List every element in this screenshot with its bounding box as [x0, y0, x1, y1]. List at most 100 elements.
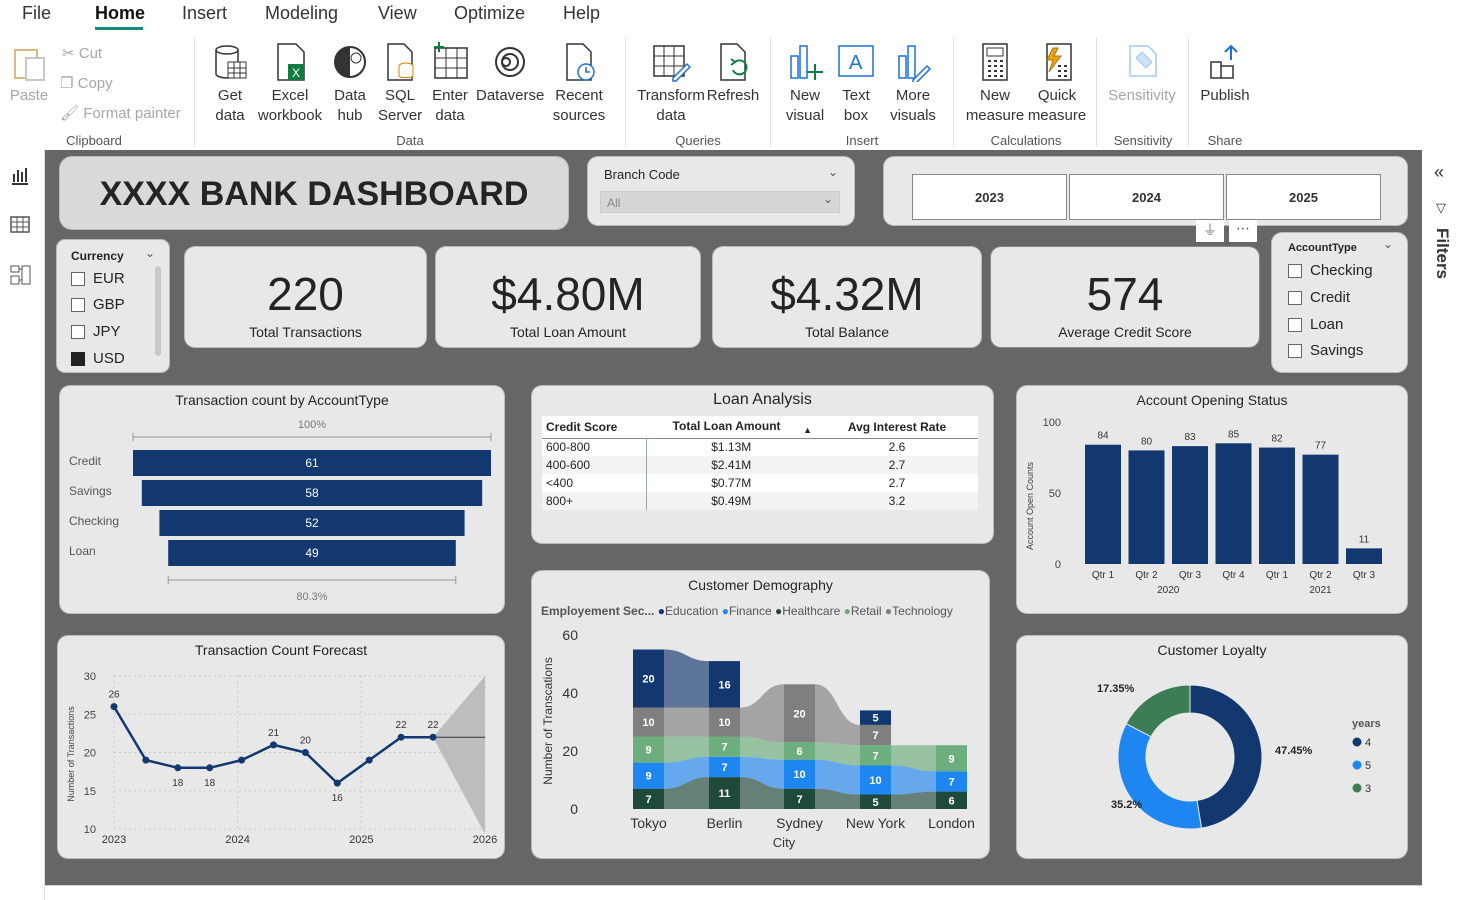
- menu-insert[interactable]: Insert: [182, 3, 228, 23]
- paste-button[interactable]: Paste: [8, 44, 50, 106]
- ribbon-segment: [784, 788, 815, 809]
- column-header[interactable]: Total Loan Amount ▲: [672, 418, 812, 435]
- legend-dot: ●: [657, 604, 665, 618]
- menu-help[interactable]: Help: [563, 3, 601, 23]
- new-measure-button[interactable]: New measure: [964, 42, 1026, 126]
- account-type-slicer: AccountType ⌄ Checking Credit Loan Savin…: [1272, 233, 1407, 372]
- segment-label: 9: [645, 771, 651, 783]
- filters-pane-collapsed[interactable]: « ▽ Filters: [1422, 150, 1462, 900]
- excel-workbook-button[interactable]: X Excel workbook: [256, 42, 324, 126]
- ribbon-segment: [784, 759, 815, 789]
- format-painter-button[interactable]: 🖌 Format painter: [60, 105, 181, 122]
- y-tick-label: 60: [562, 627, 578, 643]
- ribbon-band: [740, 736, 784, 760]
- customer-demography-card[interactable]: Customer Demography Employement Sec... ●…: [532, 571, 989, 858]
- x-tick-label: 2023: [102, 834, 126, 846]
- dataverse-button[interactable]: Dataverse: [476, 42, 544, 106]
- account-type-option-checking[interactable]: Checking: [1288, 262, 1373, 279]
- ribbon-segment: [633, 788, 664, 809]
- menu-view[interactable]: View: [378, 3, 417, 23]
- chevron-down-icon[interactable]: ⌄: [1382, 237, 1393, 251]
- column-header[interactable]: Avg Interest Rate: [847, 419, 947, 434]
- currency-option-eur[interactable]: EUR: [71, 270, 125, 287]
- table-row[interactable]: 400-600 $2.41M 2.7: [542, 456, 978, 474]
- customer-loyalty-card[interactable]: Customer Loyalty 47.45% 35.2% 17.35% years 4…: [1017, 636, 1407, 858]
- chevron-down-icon[interactable]: ⌄: [144, 246, 155, 260]
- currency-option-usd[interactable]: USD: [71, 350, 125, 367]
- more-options-icon[interactable]: ⋯: [1229, 220, 1257, 242]
- refresh-button[interactable]: Refresh: [706, 42, 760, 106]
- segment-label: 9: [948, 753, 954, 765]
- enter-data-button[interactable]: Enter data: [428, 42, 472, 126]
- transform-data-button[interactable]: Transform data: [636, 42, 706, 126]
- transaction-count-funnel-card[interactable]: Transaction count by AccountType 100% Cre…: [60, 386, 504, 613]
- recent-sources-button[interactable]: Recent sources: [546, 42, 612, 126]
- menu-file[interactable]: File: [22, 3, 52, 23]
- expand-chevrons-icon[interactable]: «: [1434, 162, 1445, 182]
- cut-button[interactable]: ✂ Cut: [62, 45, 103, 62]
- currency-option-jpy[interactable]: JPY: [71, 323, 121, 340]
- new-visual-button[interactable]: New visual: [782, 42, 828, 126]
- branch-code-slicer[interactable]: Branch Code ⌄ All ⌄: [588, 157, 854, 225]
- menu-modeling[interactable]: Modeling: [265, 3, 339, 23]
- account-type-option-savings[interactable]: Savings: [1288, 342, 1363, 359]
- data-point: [206, 764, 214, 772]
- data-point: [365, 756, 373, 764]
- column-header[interactable]: Credit Score: [546, 419, 618, 434]
- group-label-clipboard: Clipboard: [66, 133, 122, 148]
- loan-analysis-card[interactable]: Loan Analysis Credit Score Total Loan Am…: [532, 386, 993, 543]
- legend-item: 3: [1365, 783, 1371, 795]
- chevron-down-icon[interactable]: ⌄: [827, 165, 838, 179]
- year-button-2025[interactable]: 2025: [1226, 174, 1381, 220]
- table-row[interactable]: 600-800 $1.13M 2.6: [542, 438, 978, 456]
- text-box-button[interactable]: A Text box: [834, 42, 878, 126]
- branch-code-dropdown[interactable]: All ⌄: [600, 191, 840, 213]
- ribbon-band: [740, 777, 784, 809]
- ribbon-segment: [860, 745, 891, 766]
- table-icon: [434, 42, 468, 79]
- segment-label: 10: [642, 717, 654, 729]
- copy-button[interactable]: ❐ Copy: [60, 75, 113, 92]
- get-data-button[interactable]: Get data: [206, 42, 254, 126]
- account-type-option-loan[interactable]: Loan: [1288, 316, 1343, 333]
- scrollbar[interactable]: [155, 266, 161, 356]
- y-tick-label: 25: [84, 709, 96, 721]
- ribbon-segment: [633, 762, 664, 789]
- segment-label: 7: [796, 794, 802, 806]
- account-opening-status-card[interactable]: Account Opening Status Account Open Coun…: [1017, 386, 1407, 613]
- table-row[interactable]: <400 $0.77M 2.7: [542, 474, 978, 492]
- x-group-label: 2020: [1157, 585, 1180, 596]
- kpi-card-average-credit-score[interactable]: 574 Average Credit Score: [991, 247, 1259, 347]
- separator: [194, 38, 195, 146]
- report-view-icon[interactable]: [10, 166, 30, 186]
- table-row[interactable]: 800+ $0.49M 3.2: [542, 492, 978, 510]
- year-button-2023[interactable]: 2023: [912, 174, 1067, 220]
- currency-option-gbp[interactable]: GBP: [71, 296, 125, 313]
- svg-text:A: A: [849, 52, 863, 74]
- quick-measure-button[interactable]: Quick measure: [1026, 42, 1088, 126]
- model-view-icon[interactable]: [10, 264, 32, 286]
- transaction-forecast-card[interactable]: Transaction Count Forecast Number of Tra…: [58, 636, 504, 858]
- sql-server-button[interactable]: SQL Server: [378, 42, 422, 126]
- menu-optimize[interactable]: Optimize: [454, 3, 526, 23]
- x-tick-label: Qtr 1: [1266, 570, 1289, 581]
- data-label: 18: [172, 778, 184, 789]
- slice-label: 47.45%: [1275, 745, 1313, 757]
- segment-label: 6: [796, 746, 802, 758]
- sql-server-icon: [387, 43, 414, 81]
- bar: [1215, 443, 1252, 564]
- year-button-2024[interactable]: 2024: [1069, 174, 1224, 220]
- x-axis-label: City: [773, 835, 796, 850]
- more-visuals-button[interactable]: More visuals: [882, 42, 944, 126]
- menu-home[interactable]: Home: [95, 3, 146, 23]
- group-label-queries: Queries: [675, 133, 721, 148]
- account-type-option-credit[interactable]: Credit: [1288, 289, 1350, 306]
- segment-label: 5: [872, 713, 878, 725]
- publish-button[interactable]: Publish: [1198, 42, 1252, 106]
- table-view-icon[interactable]: [10, 214, 30, 234]
- x-tick-label: Qtr 1: [1092, 570, 1115, 581]
- data-hub-button[interactable]: Data hub: [328, 42, 372, 126]
- sensitivity-button[interactable]: Sensitivity: [1106, 42, 1178, 106]
- filter-icon[interactable]: ⏚: [1196, 220, 1224, 242]
- data-label: 77: [1315, 441, 1327, 452]
